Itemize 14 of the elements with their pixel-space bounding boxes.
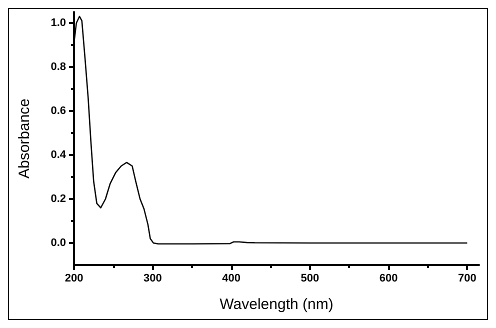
x-tick-label: 300 xyxy=(143,272,162,284)
y-tick-label: 0.2 xyxy=(50,193,66,205)
x-tick-label: 400 xyxy=(222,272,240,284)
y-tick-label: 0.8 xyxy=(50,61,66,73)
x-tick-label: 200 xyxy=(64,272,84,284)
y-axis-title: Absorbance xyxy=(16,98,33,179)
x-tick-label: 500 xyxy=(300,272,320,284)
x-tick-label: 600 xyxy=(379,272,398,284)
y-tick-label: 0.0 xyxy=(50,237,66,249)
y-tick-label: 0.6 xyxy=(50,105,66,117)
y-tick-label: 0.4 xyxy=(50,149,67,161)
x-tick-label: 700 xyxy=(458,272,476,284)
x-axis-title: Wavelength (nm) xyxy=(220,296,334,313)
y-tick-label: 1.0 xyxy=(50,17,66,29)
